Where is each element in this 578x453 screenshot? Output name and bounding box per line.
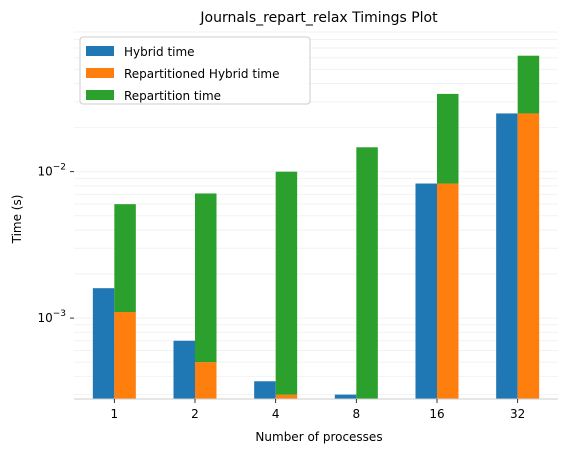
bar-repartitioned-hybrid-time — [195, 362, 217, 399]
bar-repartitioned-hybrid-time — [275, 394, 298, 399]
bar-hybrid-time — [173, 340, 195, 399]
bar-hybrid-time — [496, 113, 518, 399]
bar-repartitioned-hybrid-time — [517, 113, 540, 399]
x-tick-label: 2 — [191, 407, 199, 421]
x-tick-label: 8 — [353, 407, 361, 421]
bars — [92, 55, 540, 399]
bar-repartition-time — [437, 93, 459, 184]
legend-swatch — [86, 68, 114, 78]
x-ticks: 1 2 4 8 16 32 — [111, 399, 525, 421]
legend-swatch — [86, 90, 114, 100]
bar-hybrid-time — [415, 183, 437, 399]
x-tick-label: 4 — [272, 407, 280, 421]
bar-hybrid-time — [334, 394, 357, 399]
bar-repartitioned-hybrid-time — [437, 183, 459, 399]
y-tick-label: 10−2 — [37, 163, 66, 179]
legend: Hybrid time Repartitioned Hybrid time Repa… — [79, 36, 311, 105]
bar-repartition-time — [195, 193, 217, 363]
bar-repartition-time — [114, 204, 136, 313]
y-ticks: 10−3 10−2 — [37, 163, 74, 325]
x-tick-label: 16 — [429, 407, 444, 421]
bar-repartition-time — [275, 171, 298, 395]
x-axis-label: Number of processes — [255, 430, 382, 444]
legend-swatch — [86, 46, 114, 56]
bar-hybrid-time — [254, 381, 276, 399]
bar-repartitioned-hybrid-time — [114, 312, 136, 399]
legend-box — [79, 36, 311, 105]
x-tick-label: 32 — [510, 407, 525, 421]
y-tick-label: 10−3 — [37, 309, 66, 325]
legend-label: Repartition time — [124, 89, 221, 103]
y-axis-label: Time (s) — [10, 195, 24, 245]
legend-label: Hybrid time — [124, 45, 195, 59]
legend-label: Repartitioned Hybrid time — [124, 67, 279, 81]
bar-repartition-time — [356, 147, 378, 399]
grid — [74, 31, 558, 396]
bar-hybrid-time — [92, 288, 115, 399]
bar-repartition-time — [517, 55, 540, 114]
x-tick-label: 1 — [111, 407, 119, 421]
chart-title: Journals_repart_relax Timings Plot — [199, 10, 438, 26]
